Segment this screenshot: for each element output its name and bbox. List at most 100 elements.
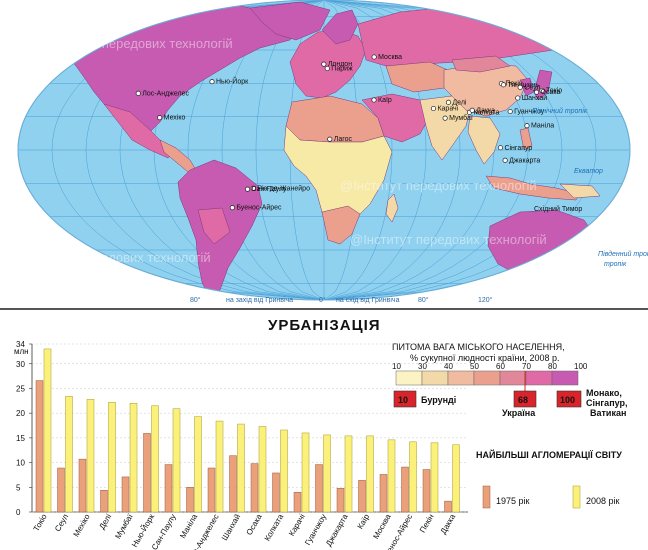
legend-label-2008: 2008 рік — [586, 496, 620, 506]
city-marker — [250, 185, 256, 191]
bar-1975 — [121, 476, 130, 513]
greenland — [249, 1, 331, 41]
bar-2008 — [301, 432, 310, 513]
city-marker — [507, 108, 513, 115]
city-marker — [524, 123, 530, 129]
bolivia-paraguay — [197, 207, 231, 245]
bar-2008 — [387, 439, 396, 513]
scale-tick-label: 10 — [392, 362, 401, 371]
legend-label-1975: 1975 рік — [496, 496, 530, 506]
continents — [59, 1, 630, 300]
city-marker — [515, 95, 521, 101]
scale-color-bar — [395, 370, 579, 391]
city-label: Шанхай — [522, 94, 547, 102]
category-label: Делі — [97, 512, 113, 531]
bar-1975 — [293, 491, 302, 513]
agglomeration-legend-title: НАЙБІЛЬШІ АГЛОМЕРАЦІЇ СВІТУ — [476, 449, 622, 460]
y-tick-label: 10 — [16, 459, 25, 468]
meridian-line — [255, 0, 325, 300]
city-label: Буенос-Айрес — [236, 204, 282, 212]
city-marker — [244, 186, 251, 192]
scale-segment — [473, 370, 501, 386]
city-marker — [500, 82, 507, 88]
city-marker — [445, 99, 451, 105]
city-marker — [539, 87, 545, 94]
scale-tick-label: 40 — [444, 362, 453, 371]
coord-label-120e: 120° — [478, 296, 493, 304]
city-label: Лондон — [328, 61, 352, 68]
bar-2008 — [43, 348, 52, 513]
bar-2008 — [344, 435, 353, 513]
scale-tick-label: 70 — [522, 362, 531, 371]
series-legend: НАЙБІЛЬШІ АГЛОМЕРАЦІЇ СВІТУ 1975 рік 200… — [476, 449, 622, 509]
tropic-south-label: Південний тропік — [598, 250, 648, 258]
city-label: Мумбаї — [449, 114, 473, 122]
city-label: Пекін — [505, 80, 523, 88]
burundi-value: 10 — [398, 395, 408, 405]
city-label: Ріо-де-Жанейро — [257, 184, 310, 192]
legend-swatch-1975 — [482, 485, 491, 509]
panel-divider — [0, 308, 648, 310]
tropic-north-label: Північний тропік — [532, 107, 588, 115]
urban-share-legend: ПИТОМА ВАГА МІСЬКОГО НАСЕЛЕННЯ, % сукупн… — [392, 342, 628, 418]
bar-2008 — [366, 435, 374, 513]
city-label: Лос-Анджелес — [142, 90, 189, 97]
city-marker — [442, 115, 448, 121]
category-label: Москва — [371, 512, 393, 541]
category-label: Каїр — [356, 512, 372, 531]
coord-label-80w: 80° — [190, 296, 201, 304]
bar-1975 — [35, 380, 44, 513]
scale-tick-label: 50 — [470, 362, 479, 371]
category-label: Дакка — [439, 512, 458, 536]
city-marker — [502, 157, 508, 163]
bar-1975 — [164, 464, 173, 513]
city-marker — [324, 65, 330, 72]
scale-segment — [447, 370, 475, 386]
bar-2008 — [172, 408, 181, 513]
city-label: Осака — [541, 89, 561, 96]
city-marker — [157, 115, 163, 121]
city-label: Делі — [452, 98, 466, 106]
city-label: Сан-Паулу — [252, 186, 288, 193]
city-marker — [430, 105, 437, 112]
category-labels: Токіо Сеул Мехіко Делі МумбаїНью-ЙоркСан-Пау… — [32, 512, 458, 550]
bar-2008 — [323, 434, 331, 513]
y-tick-label: 34 — [16, 340, 25, 349]
bar-2008 — [129, 403, 138, 513]
category-label: Сеул — [53, 512, 70, 533]
monaco-label-2: Сінгапур, — [586, 398, 628, 408]
city-label: Токіо — [546, 87, 562, 95]
city-marker — [497, 145, 503, 151]
city-label: Гуанчжоу — [514, 109, 545, 116]
bar-1975 — [57, 467, 65, 513]
ukraine-label: Україна — [502, 408, 536, 418]
category-label: Колката — [263, 512, 286, 543]
city-marker — [327, 136, 333, 142]
mongolia — [451, 55, 511, 73]
y-tick-label: 0 — [16, 508, 21, 517]
city-marker — [533, 89, 540, 95]
y-tick-label: 5 — [16, 483, 21, 492]
scale-tick-label: 60 — [496, 362, 505, 371]
meridian-east-label: на схід від Гринвіча — [336, 296, 400, 304]
europe — [289, 29, 367, 99]
city-marker — [321, 61, 327, 67]
city-label: Нью-Йорк — [216, 77, 249, 86]
city-marker — [135, 90, 141, 96]
city-marker — [469, 107, 475, 113]
city-label: Сеул — [524, 84, 540, 91]
scale-segment — [525, 370, 553, 386]
y-tick-label: 25 — [16, 384, 25, 393]
bar-2008 — [194, 416, 202, 513]
monaco-value: 100 — [560, 395, 575, 405]
bar-2008 — [452, 444, 460, 513]
urbanization-map: Лос-Анджелес Нью-Йорк Мехіко Ріо-де-Жанейро… — [17, 0, 648, 304]
city-markers: Лос-Анджелес Нью-Йорк Мехіко Ріо-де-Жанейро… — [135, 54, 562, 212]
world-map: Лос-Анджелес Нью-Йорк Мехіко Ріо-де-Жанейро… — [17, 0, 648, 304]
burundi-badge — [393, 390, 417, 408]
east-timor-label: Східний Тимор — [534, 205, 582, 213]
bar-1975 — [422, 469, 431, 513]
meridian-west-label: на захід від Гринвіча — [226, 296, 293, 304]
scale-tick-labels: 10 30 40 50 60 70 80 100 — [392, 362, 588, 371]
watermark: @Інститут передових технологій — [350, 232, 547, 247]
